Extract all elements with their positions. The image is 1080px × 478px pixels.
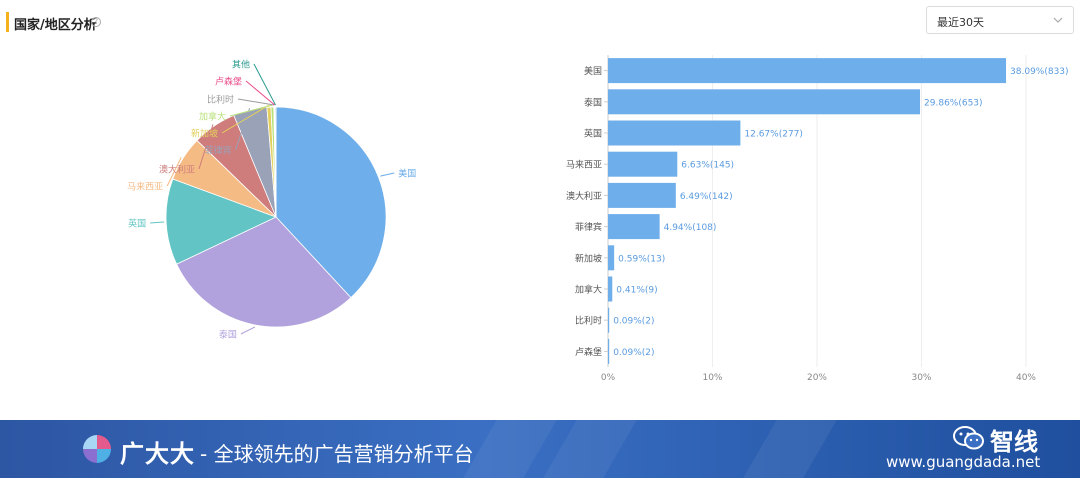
pie-leader-line	[245, 80, 276, 106]
pie-leader-line	[150, 221, 165, 224]
bar-category-label: 美国	[584, 65, 602, 77]
pie-slice	[176, 216, 352, 328]
bar	[608, 307, 610, 333]
pie-slice-label: 泰国	[219, 329, 237, 341]
x-tick-label: 20%	[807, 373, 827, 383]
bar	[608, 58, 1007, 84]
bar-data-label: 6.63%(145)	[681, 161, 734, 171]
pie-leader-line	[166, 157, 182, 187]
x-tick-label: 0%	[601, 373, 616, 383]
chevron-down-icon	[1053, 17, 1063, 23]
pie-leader-line	[235, 108, 251, 151]
bar-data-label: 12.67%(277)	[744, 130, 803, 140]
bar	[608, 120, 741, 146]
bar-category-label: 比利时	[575, 315, 602, 327]
pie-slice-label: 加拿大	[199, 111, 226, 123]
title-accent-bar	[6, 12, 9, 32]
pie-slice-label: 新加坡	[191, 128, 218, 140]
pie-leader-line	[380, 172, 395, 177]
panel-header: 国家/地区分析 ? 最近30天	[0, 0, 1080, 44]
bar-data-label: 29.86%(653)	[924, 98, 983, 108]
bar-data-label: 0.41%(9)	[616, 286, 657, 296]
promo-banner: 广大大 - 全球领先的广告营销分析平台 智线 www.guangdada.net	[0, 420, 1080, 478]
bar	[608, 182, 676, 208]
site-url[interactable]: www.guangdada.net	[886, 453, 1041, 471]
pie-slice	[274, 106, 277, 218]
pie-slice-label: 马来西亚	[127, 182, 163, 193]
bar-category-label: 泰国	[584, 96, 602, 108]
bar-chart: 0% 10% 20% 30% 40% 美国 38.09%(833) 泰国 29.86%(653)…	[566, 55, 1069, 383]
x-tick-label: 30%	[911, 373, 931, 383]
date-range-select[interactable]: 最近30天	[926, 6, 1074, 34]
pie-slice-label: 比利时	[207, 94, 234, 106]
bar-category-label: 新加坡	[575, 252, 602, 264]
x-tick-label: 40%	[1016, 373, 1036, 383]
bar	[608, 338, 610, 364]
pie-slice-label: 菲律宾	[205, 145, 232, 157]
pie-slice-label: 英国	[128, 218, 146, 230]
pie-slice-label: 其他	[232, 59, 250, 71]
bar-data-label: 4.94%(108)	[664, 223, 717, 233]
wechat-icon	[953, 426, 984, 450]
bar-category-label: 加拿大	[575, 284, 602, 296]
date-range-value: 最近30天	[937, 16, 984, 29]
pie-leader-line	[237, 98, 275, 106]
pie-slice	[275, 106, 387, 299]
panel-title: 国家/地区分析	[14, 18, 97, 33]
bar-category-label: 英国	[584, 128, 602, 140]
brand-name: 广大大	[120, 440, 195, 468]
bar-data-label: 38.09%(833)	[1010, 67, 1069, 77]
pie-slice-label: 美国	[398, 168, 416, 180]
pie-slice	[165, 178, 278, 265]
bar-category-label: 马来西亚	[566, 160, 602, 171]
bar-data-label: 6.49%(142)	[680, 192, 733, 202]
pie-leader-line	[240, 326, 256, 335]
bar	[608, 276, 613, 302]
pie-slice-label: 卢森堡	[215, 76, 242, 88]
pie-leader-line	[198, 124, 214, 170]
wechat-account-name: 智线	[990, 428, 1038, 456]
bar	[608, 214, 660, 240]
pie-leader-line	[253, 63, 276, 106]
bar-category-label: 菲律宾	[575, 221, 602, 233]
help-icon[interactable]: ?	[91, 17, 101, 27]
pie-leader-line	[221, 104, 270, 134]
x-tick-label: 10%	[702, 373, 722, 383]
bar	[608, 245, 615, 271]
bar-category-label: 卢森堡	[575, 346, 602, 358]
bar-category-label: 澳大利亚	[566, 190, 602, 202]
bar-data-label: 0.09%(2)	[613, 348, 654, 358]
brand-slogan: - 全球领先的广告营销分析平台	[200, 442, 474, 466]
bar-data-label: 0.59%(13)	[618, 254, 665, 264]
brand-logo-icon	[83, 435, 111, 463]
bar	[608, 151, 678, 177]
bar-data-label: 0.09%(2)	[613, 317, 654, 327]
bar	[608, 89, 921, 115]
pie-slice-label: 澳大利亚	[159, 164, 195, 176]
pie-leader-line	[229, 104, 273, 117]
